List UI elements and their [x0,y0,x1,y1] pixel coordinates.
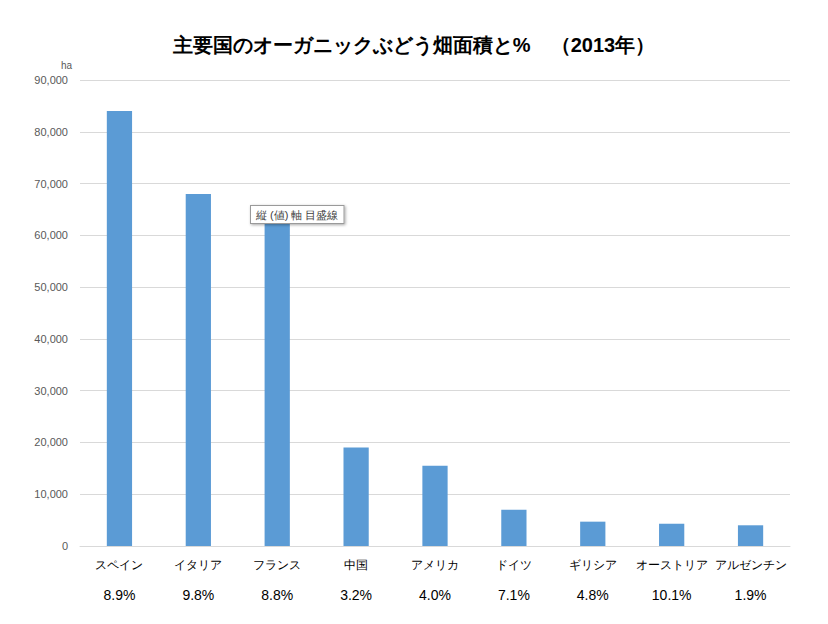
svg-text:縦 (値) 軸 目盛線: 縦 (値) 軸 目盛線 [255,209,339,221]
svg-text:スペイン: スペイン [95,558,143,572]
svg-text:7.1%: 7.1% [498,587,530,603]
svg-text:4.8%: 4.8% [577,587,609,603]
svg-text:0: 0 [62,540,68,552]
svg-text:ドイツ: ドイツ [496,558,532,572]
svg-text:イタリア: イタリア [174,558,222,572]
svg-text:10,000: 10,000 [34,488,68,500]
svg-text:4.0%: 4.0% [419,587,451,603]
svg-text:ha: ha [61,60,73,71]
svg-text:20,000: 20,000 [34,436,68,448]
svg-text:40,000: 40,000 [34,333,68,345]
svg-text:中国: 中国 [344,558,368,572]
svg-text:3.2%: 3.2% [340,587,372,603]
svg-text:50,000: 50,000 [34,281,68,293]
svg-text:アルゼンチン: アルゼンチン [715,558,787,572]
svg-text:90,000: 90,000 [34,74,68,86]
svg-text:80,000: 80,000 [34,126,68,138]
svg-text:8.9%: 8.9% [103,587,135,603]
svg-text:オーストリア: オーストリア [636,558,708,572]
svg-text:60,000: 60,000 [34,229,68,241]
svg-text:30,000: 30,000 [34,385,68,397]
svg-text:8.8%: 8.8% [261,587,293,603]
svg-text:9.8%: 9.8% [182,587,214,603]
svg-text:フランス: フランス [253,558,301,572]
svg-text:アメリカ: アメリカ [411,558,459,572]
svg-text:70,000: 70,000 [34,178,68,190]
svg-text:ギリシア: ギリシア [569,558,617,572]
svg-text:主要国のオーガニックぶどう畑面積と% （2013年）: 主要国のオーガニックぶどう畑面積と% （2013年） [172,34,655,57]
svg-text:10.1%: 10.1% [652,587,692,603]
svg-text:1.9%: 1.9% [735,587,767,603]
